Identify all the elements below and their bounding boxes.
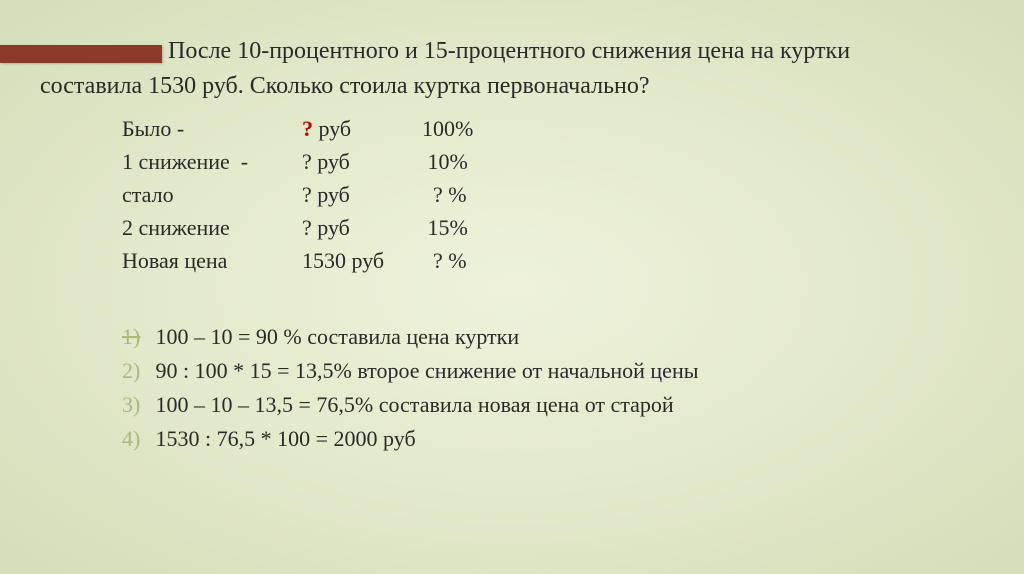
step-number: 2): [122, 354, 150, 388]
setup-value: ? руб: [302, 145, 422, 178]
setup-value: 1530 руб: [302, 244, 422, 277]
solution-step: 1) 100 – 10 = 90 % составила цена куртки: [122, 320, 699, 354]
setup-percent: ? %: [422, 244, 492, 277]
problem-line-2: составила 1530 руб. Сколько стоила куртк…: [40, 69, 964, 104]
problem-line-1: После 10-процентного и 15-процентного сн…: [40, 34, 964, 69]
question-mark: ?: [302, 182, 312, 207]
question-mark: ?: [302, 215, 312, 240]
solution-step: 3) 100 – 10 – 13,5 = 76,5% составила нов…: [122, 388, 699, 422]
setup-block: Было -? руб100%1 снижение -? руб 10%стал…: [122, 112, 492, 277]
setup-value: ? руб: [302, 178, 422, 211]
setup-row: стало? руб ? %: [122, 178, 492, 211]
setup-percent: 15%: [422, 211, 492, 244]
setup-value: ? руб: [302, 211, 422, 244]
step-text: 100 – 10 – 13,5 = 76,5% составила новая …: [150, 392, 674, 417]
setup-percent: 100%: [422, 112, 492, 145]
step-text: 90 : 100 * 15 = 13,5% второе снижение от…: [150, 358, 699, 383]
setup-row: Было -? руб100%: [122, 112, 492, 145]
step-text: 1530 : 76,5 * 100 = 2000 руб: [150, 426, 416, 451]
slide: После 10-процентного и 15-процентного сн…: [0, 0, 1024, 574]
problem-statement: После 10-процентного и 15-процентного сн…: [40, 34, 964, 104]
setup-percent: ? %: [422, 178, 492, 211]
setup-label: 2 снижение: [122, 211, 302, 244]
step-number: 3): [122, 388, 150, 422]
setup-row: Новая цена1530 руб ? %: [122, 244, 492, 277]
setup-label: Было -: [122, 112, 302, 145]
solution-step: 4) 1530 : 76,5 * 100 = 2000 руб: [122, 422, 699, 456]
setup-row: 1 снижение -? руб 10%: [122, 145, 492, 178]
step-text: 100 – 10 = 90 % составила цена куртки: [150, 324, 519, 349]
question-mark: ?: [302, 116, 313, 141]
setup-row: 2 снижение? руб 15%: [122, 211, 492, 244]
setup-label: 1 снижение -: [122, 145, 302, 178]
setup-value: ? руб: [302, 112, 422, 145]
setup-percent: 10%: [422, 145, 492, 178]
solution-steps: 1) 100 – 10 = 90 % составила цена куртки…: [122, 320, 699, 456]
step-number: 4): [122, 422, 150, 456]
solution-step: 2) 90 : 100 * 15 = 13,5% второе снижение…: [122, 354, 699, 388]
question-mark: ?: [302, 149, 312, 174]
setup-label: стало: [122, 178, 302, 211]
setup-label: Новая цена: [122, 244, 302, 277]
step-number: 1): [122, 320, 150, 354]
